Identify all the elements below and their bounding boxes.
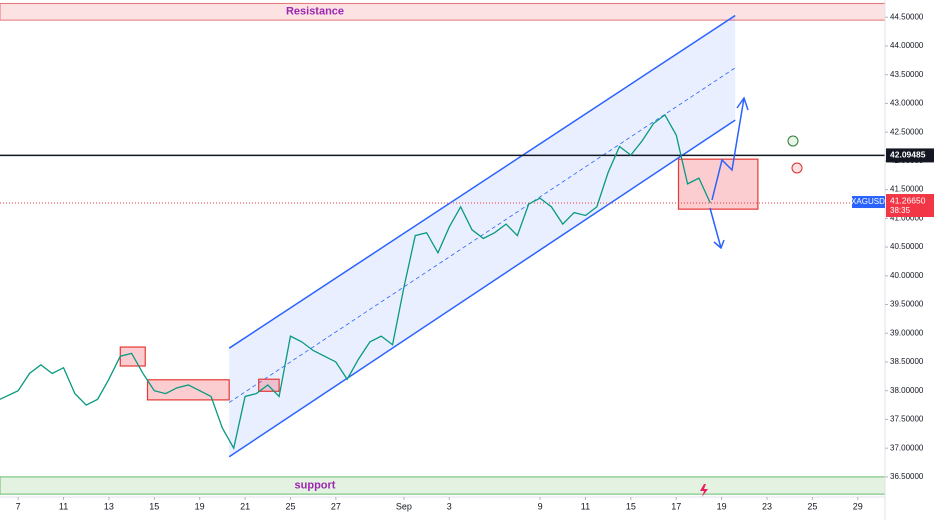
channel-lower xyxy=(228,119,736,458)
x-tick-label: Sep xyxy=(396,501,412,511)
y-tick-label: 41.00000 xyxy=(890,213,924,222)
y-tick-label: 40.50000 xyxy=(890,242,924,251)
x-tick-label: 15 xyxy=(149,501,159,511)
zone-box xyxy=(677,158,759,210)
price-line xyxy=(0,113,711,450)
arrow-head xyxy=(713,239,725,250)
level-tag xyxy=(886,148,934,163)
channel-fill xyxy=(229,15,736,457)
channel-upper xyxy=(228,14,736,349)
y-tick-label: 36.50000 xyxy=(890,472,924,481)
level-tag-label: 42.09485 xyxy=(890,150,926,160)
arrows xyxy=(709,96,749,250)
y-tick-label: 44.00000 xyxy=(890,41,924,50)
channel-median xyxy=(228,67,736,403)
x-tick-label: 25 xyxy=(807,501,817,511)
x-tick-label: 27 xyxy=(331,501,341,511)
arrow-head xyxy=(736,96,749,111)
y-tick-label: 43.50000 xyxy=(890,70,924,79)
y-tick-label: 38.00000 xyxy=(890,386,924,395)
y-tick-label: 37.00000 xyxy=(890,443,924,452)
x-tick-label: 19 xyxy=(717,501,727,511)
arrow-down xyxy=(709,207,722,249)
countdown-label: 38:35 xyxy=(890,206,911,215)
x-tick-label: 7 xyxy=(16,501,21,511)
x-tick-label: 11 xyxy=(581,501,590,511)
marker-green xyxy=(787,135,799,147)
x-tick-label: 17 xyxy=(671,501,681,511)
support-zone xyxy=(0,476,886,495)
event-icon xyxy=(700,484,708,497)
y-tick-label: 44.50000 xyxy=(890,12,924,21)
y-tick-label: 40.00000 xyxy=(890,271,924,280)
y-tick-label: 37.50000 xyxy=(890,415,924,424)
y-tick-label: 39.50000 xyxy=(890,300,924,309)
resistance-label: Resistance xyxy=(286,6,344,18)
symbol-tag-label: XAGUSD xyxy=(851,197,885,206)
x-tick-label: 9 xyxy=(538,501,543,511)
y-tick-label: 39.00000 xyxy=(890,328,924,337)
x-tick-label: 23 xyxy=(762,501,772,511)
y-tick-label: 38.50000 xyxy=(890,357,924,366)
resistance-zone xyxy=(0,2,886,21)
x-tick-label: 19 xyxy=(195,501,205,511)
y-tick-label: 41.50000 xyxy=(890,185,924,194)
x-tick-label: 21 xyxy=(240,501,250,511)
x-tick-label: 13 xyxy=(104,501,114,511)
arrow-up xyxy=(711,97,745,201)
support-label: support xyxy=(295,479,336,491)
x-tick-label: 3 xyxy=(447,501,452,511)
y-tick-label: 43.00000 xyxy=(890,99,924,108)
x-tick-label: 15 xyxy=(626,501,636,511)
x-tick-label: 25 xyxy=(285,501,295,511)
price-tag xyxy=(886,194,934,218)
price-tag-label: 41.26650 xyxy=(890,195,926,205)
symbol-tag xyxy=(852,196,885,209)
marker-red xyxy=(791,162,803,174)
zone-box xyxy=(146,379,230,401)
y-tick-label: 42.50000 xyxy=(890,127,924,136)
x-tick-label: 29 xyxy=(853,501,863,511)
x-tick-label: 11 xyxy=(59,501,68,511)
